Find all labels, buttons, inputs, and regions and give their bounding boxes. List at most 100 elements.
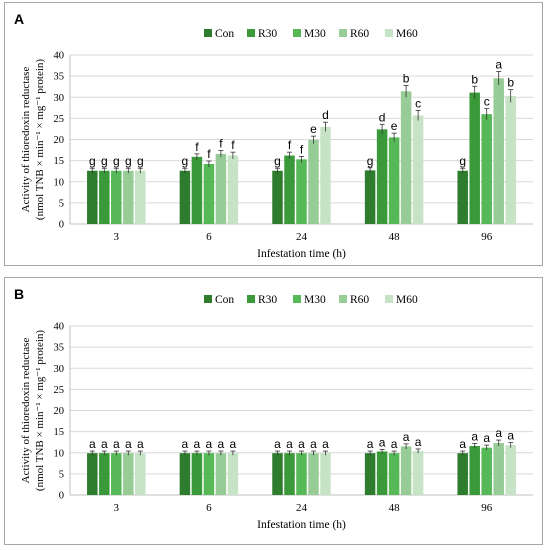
bar-m30 (388, 453, 400, 495)
bar-r60 (123, 453, 134, 495)
significance-letter: e (310, 122, 317, 136)
significance-letter: a (298, 437, 305, 451)
bar-m30 (203, 164, 215, 224)
bar-m60 (505, 445, 516, 495)
significance-letter: a (194, 437, 201, 451)
bar-m60 (135, 453, 146, 495)
legend-swatch (204, 29, 212, 37)
significance-letter: g (459, 154, 466, 168)
legend-swatch (339, 295, 347, 303)
bar-m60 (320, 453, 331, 495)
x-tick-label: 48 (389, 231, 401, 243)
significance-letter: g (137, 154, 144, 168)
significance-letter: f (195, 140, 199, 154)
x-tick-label: 6 (206, 231, 212, 243)
y-axis-label-line2: (nmol TNB × min⁻¹ × mg⁻¹ protein) (34, 330, 46, 492)
bar-con (457, 170, 468, 224)
significance-letter: g (113, 154, 120, 168)
y-tick-label: 35 (54, 72, 65, 83)
significance-letter: a (415, 435, 422, 449)
significance-letter: f (300, 142, 304, 156)
x-tick-label: 3 (114, 231, 120, 243)
bar-r30 (469, 92, 480, 224)
bar-con (87, 453, 98, 495)
y-tick-label: 35 (54, 343, 65, 354)
significance-letter: b (507, 76, 514, 90)
bar-con (272, 170, 283, 224)
significance-letter: a (322, 437, 329, 451)
legend: Con R30 M30 R60 M60 (204, 294, 418, 306)
bar-r30 (376, 129, 388, 224)
bar-r30 (99, 170, 110, 224)
significance-letter: b (403, 71, 410, 85)
bar-r30 (284, 453, 295, 495)
legend-swatch (247, 295, 255, 303)
bar-m60 (412, 115, 424, 224)
significance-letter: f (288, 138, 292, 152)
legend-swatch (293, 295, 301, 303)
significance-letter: a (459, 437, 466, 451)
bar-m60 (135, 170, 146, 224)
legend-label-m30: M30 (304, 28, 326, 40)
legend-label-r60: R60 (350, 294, 369, 306)
bar-m60 (227, 155, 239, 224)
y-axis-label-line2: (nmol TNB × min⁻¹ × mg⁻¹ protein) (34, 59, 46, 221)
bar-r60 (215, 453, 227, 495)
bar-con (364, 170, 376, 224)
legend: Con R30 M30 R60 M60 (204, 28, 418, 40)
chart-panel-b: B Con R30 M30 R60 M60 0 5 10 15 20 25 30 35 40 a a a a a 3 a a… (4, 277, 543, 545)
y-tick-label: 20 (54, 406, 65, 417)
legend-swatch (385, 29, 393, 37)
significance-letter: d (379, 110, 386, 124)
x-tick-label: 3 (114, 502, 120, 514)
significance-letter: a (310, 437, 317, 451)
significance-letter: g (367, 154, 374, 168)
significance-letter: a (483, 431, 490, 445)
y-tick-label: 30 (54, 364, 65, 375)
y-axis-label-line1: Activity of thioredoxin reductase (20, 67, 32, 213)
y-tick-label: 20 (54, 135, 65, 146)
bar-r60 (308, 139, 319, 224)
significance-letter: g (182, 154, 189, 168)
bar-r30 (284, 155, 295, 224)
significance-letter: a (507, 429, 514, 443)
x-tick-label: 24 (296, 502, 308, 514)
legend-swatch (204, 295, 212, 303)
bar-m30 (111, 170, 122, 224)
x-axis-label: Infestation time (h) (257, 248, 346, 260)
bar-r30 (469, 445, 480, 495)
significance-letter: a (495, 57, 502, 71)
bar-r60 (493, 443, 504, 495)
legend-swatch (385, 295, 393, 303)
significance-letter: f (231, 138, 235, 152)
bar-r30 (376, 451, 388, 495)
y-tick-label: 30 (54, 93, 65, 104)
bar-m30 (203, 453, 215, 495)
significance-letter: a (495, 426, 502, 440)
x-tick-label: 96 (481, 502, 493, 514)
bar-con (272, 453, 283, 495)
significance-letter: a (125, 437, 132, 451)
bar-m30 (296, 453, 307, 495)
significance-letter: a (101, 437, 108, 451)
bar-r30 (191, 156, 203, 224)
significance-letter: c (415, 96, 421, 110)
bar-r60 (493, 78, 504, 224)
y-axis-label-line1: Activity of thioredoxin reductase (20, 338, 32, 484)
bar-m60 (320, 126, 331, 224)
bar-m30 (111, 453, 122, 495)
significance-letter: a (89, 437, 96, 451)
legend-label-m60: M60 (396, 28, 418, 40)
significance-letter: f (219, 136, 223, 150)
legend-swatch (247, 29, 255, 37)
significance-letter: a (137, 437, 144, 451)
legend-label-m60: M60 (396, 294, 418, 306)
y-tick-label: 40 (54, 322, 65, 333)
bar-m30 (388, 137, 400, 224)
bar-m30 (481, 447, 492, 495)
bar-r60 (215, 153, 227, 224)
significance-letter: b (471, 72, 478, 86)
bar-r60 (400, 446, 412, 495)
